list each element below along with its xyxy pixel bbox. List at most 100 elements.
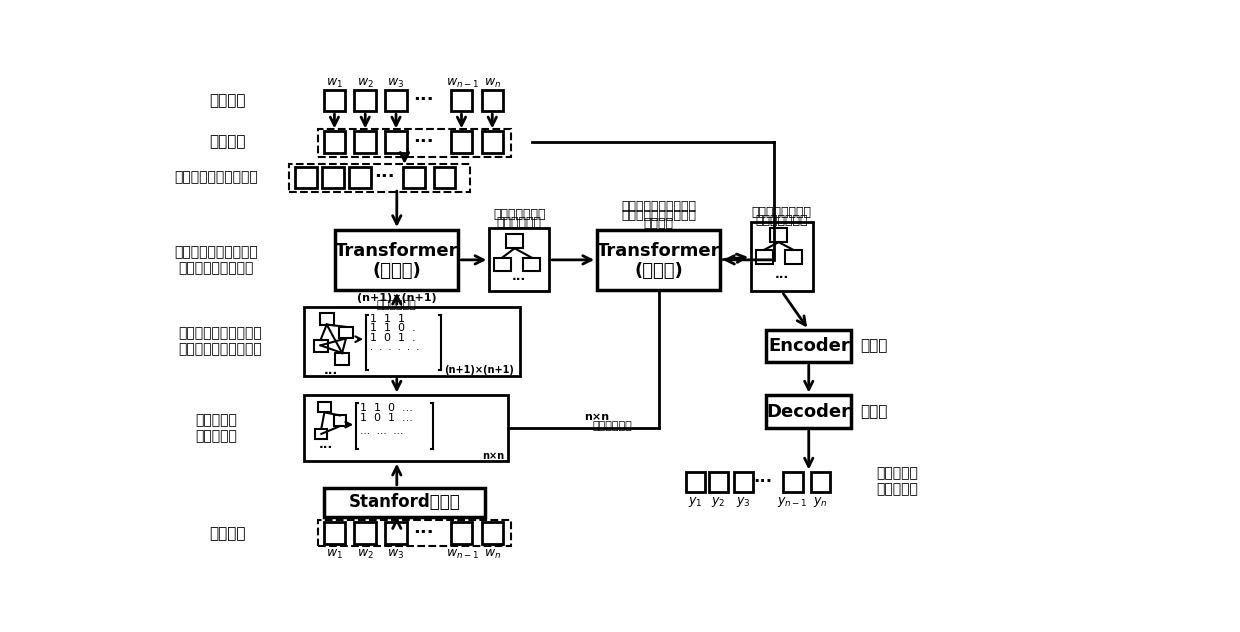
Bar [320, 313, 334, 325]
Text: 示进行了更新: 示进行了更新 [497, 216, 542, 229]
Text: ···: ··· [512, 272, 526, 286]
Bar [319, 129, 511, 157]
Text: (交叉图): (交叉图) [634, 262, 683, 281]
Bar [324, 523, 345, 544]
Text: ···: ··· [319, 441, 334, 454]
Text: 1  0  1  .: 1 0 1 . [370, 332, 415, 343]
Bar [315, 428, 327, 439]
Bar [755, 250, 773, 264]
Bar [319, 401, 331, 412]
Text: $w_n$: $w_n$ [484, 77, 501, 90]
Text: 词嵌入层: 词嵌入层 [210, 135, 246, 150]
Text: Transformer: Transformer [596, 243, 720, 260]
Bar [596, 230, 720, 290]
Bar [766, 330, 851, 362]
Text: $w_1$: $w_1$ [326, 77, 343, 90]
Text: 节点只与图中相邻的节
点计算自注意力机制: 节点只与图中相邻的节 点计算自注意力机制 [174, 245, 258, 275]
Text: $y_{n-1}$: $y_{n-1}$ [777, 495, 808, 509]
Text: Encoder: Encoder [768, 337, 849, 355]
Text: $w_2$: $w_2$ [357, 547, 373, 561]
Text: Transformer: Transformer [335, 243, 459, 260]
Text: $y_3$: $y_3$ [737, 495, 750, 509]
Bar [434, 167, 455, 188]
Bar [324, 131, 345, 153]
Text: $y_1$: $y_1$ [687, 495, 702, 509]
Bar [811, 472, 831, 492]
Text: ···: ··· [775, 271, 789, 284]
Text: 节点只与对应原图节点: 节点只与对应原图节点 [621, 200, 696, 213]
Text: ···: ··· [413, 92, 434, 109]
Bar [324, 488, 485, 517]
Bar [708, 472, 728, 492]
Bar [481, 523, 503, 544]
Bar [481, 131, 503, 153]
Bar [450, 131, 472, 153]
Bar [751, 222, 812, 291]
Text: 再次进行了更新: 再次进行了更新 [755, 214, 808, 227]
Bar [386, 131, 407, 153]
Text: $y_2$: $y_2$ [711, 495, 725, 509]
Text: (n+1)×(n+1): (n+1)×(n+1) [444, 365, 513, 375]
Bar [766, 396, 851, 428]
Text: $w_{n-1}$: $w_{n-1}$ [446, 77, 480, 90]
Bar [784, 472, 802, 492]
Bar [450, 90, 472, 111]
Text: ···: ··· [413, 133, 434, 151]
Text: n×n: n×n [584, 412, 610, 422]
Text: $w_{n-1}$: $w_{n-1}$ [446, 547, 480, 561]
Bar [403, 167, 424, 188]
Text: 句子输入: 句子输入 [210, 526, 246, 541]
Text: 二维关系矩阵: 二维关系矩阵 [593, 421, 632, 431]
Bar [355, 90, 376, 111]
Text: 1  1  0  .: 1 1 0 . [370, 324, 415, 334]
Bar [523, 258, 541, 271]
Text: 意力机制: 意力机制 [644, 217, 673, 230]
Bar [490, 228, 549, 291]
Text: 解码器: 解码器 [861, 404, 888, 419]
Text: 编码器: 编码器 [861, 339, 888, 354]
Bar [335, 353, 350, 365]
Bar [314, 340, 327, 351]
Text: 句子输入: 句子输入 [210, 93, 246, 108]
Text: Stanford工具包: Stanford工具包 [348, 494, 460, 511]
Text: $w_3$: $w_3$ [387, 77, 404, 90]
Text: n×n: n×n [482, 451, 505, 461]
Text: ···: ··· [753, 473, 773, 492]
Text: 拼接迁移风格标签向量: 拼接迁移风格标签向量 [174, 171, 258, 185]
Bar [355, 131, 376, 153]
Text: $y_n$: $y_n$ [813, 495, 827, 509]
Text: .  .  .  .  .  .: . . . . . . [370, 342, 419, 352]
Text: $w_n$: $w_n$ [484, 547, 501, 561]
Text: 中相邻的节点计算自注: 中相邻的节点计算自注 [621, 209, 696, 222]
Text: ···: ··· [413, 524, 434, 542]
Bar [770, 228, 787, 242]
Text: 1  1  0  ...: 1 1 0 ... [360, 403, 413, 413]
Bar [324, 90, 345, 111]
Bar [494, 258, 511, 271]
Text: (自身图): (自身图) [372, 262, 422, 281]
Bar [304, 307, 520, 376]
Bar [481, 90, 503, 111]
Bar [289, 164, 470, 192]
Text: 添加迁移风格标签的离
散关系图及其关系矩阵: 添加迁移风格标签的离 散关系图及其关系矩阵 [177, 326, 262, 356]
Bar [304, 396, 508, 461]
Text: 离散关系图
及关系矩阵: 离散关系图 及关系矩阵 [195, 413, 237, 443]
Bar [334, 415, 346, 426]
Bar [506, 234, 523, 248]
Text: $w_2$: $w_2$ [357, 77, 373, 90]
Bar [339, 327, 353, 338]
Text: 1  0  1  ...: 1 0 1 ... [360, 413, 413, 423]
Bar [686, 472, 704, 492]
Bar [734, 472, 754, 492]
Bar [386, 523, 407, 544]
Text: 二维关系矩阵: 二维关系矩阵 [377, 300, 417, 310]
Text: (n+1)×(n+1): (n+1)×(n+1) [357, 293, 436, 303]
Text: ···: ··· [374, 169, 394, 186]
Text: ...  ...  ...: ... ... ... [360, 426, 403, 436]
Text: $w_3$: $w_3$ [387, 547, 404, 561]
Text: ···: ··· [324, 367, 339, 380]
Bar [295, 167, 316, 188]
Bar [450, 523, 472, 544]
Text: 生成的风格
迁移后句子: 生成的风格 迁移后句子 [877, 466, 919, 496]
Text: 1  1  1: 1 1 1 [370, 314, 404, 324]
